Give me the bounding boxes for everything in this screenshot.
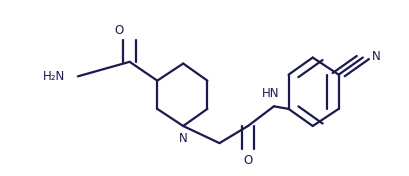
Text: O: O	[114, 24, 124, 37]
Text: O: O	[243, 154, 252, 167]
Text: N: N	[371, 50, 380, 63]
Text: N: N	[178, 132, 187, 145]
Text: HN: HN	[261, 87, 279, 100]
Text: H₂N: H₂N	[43, 70, 65, 83]
